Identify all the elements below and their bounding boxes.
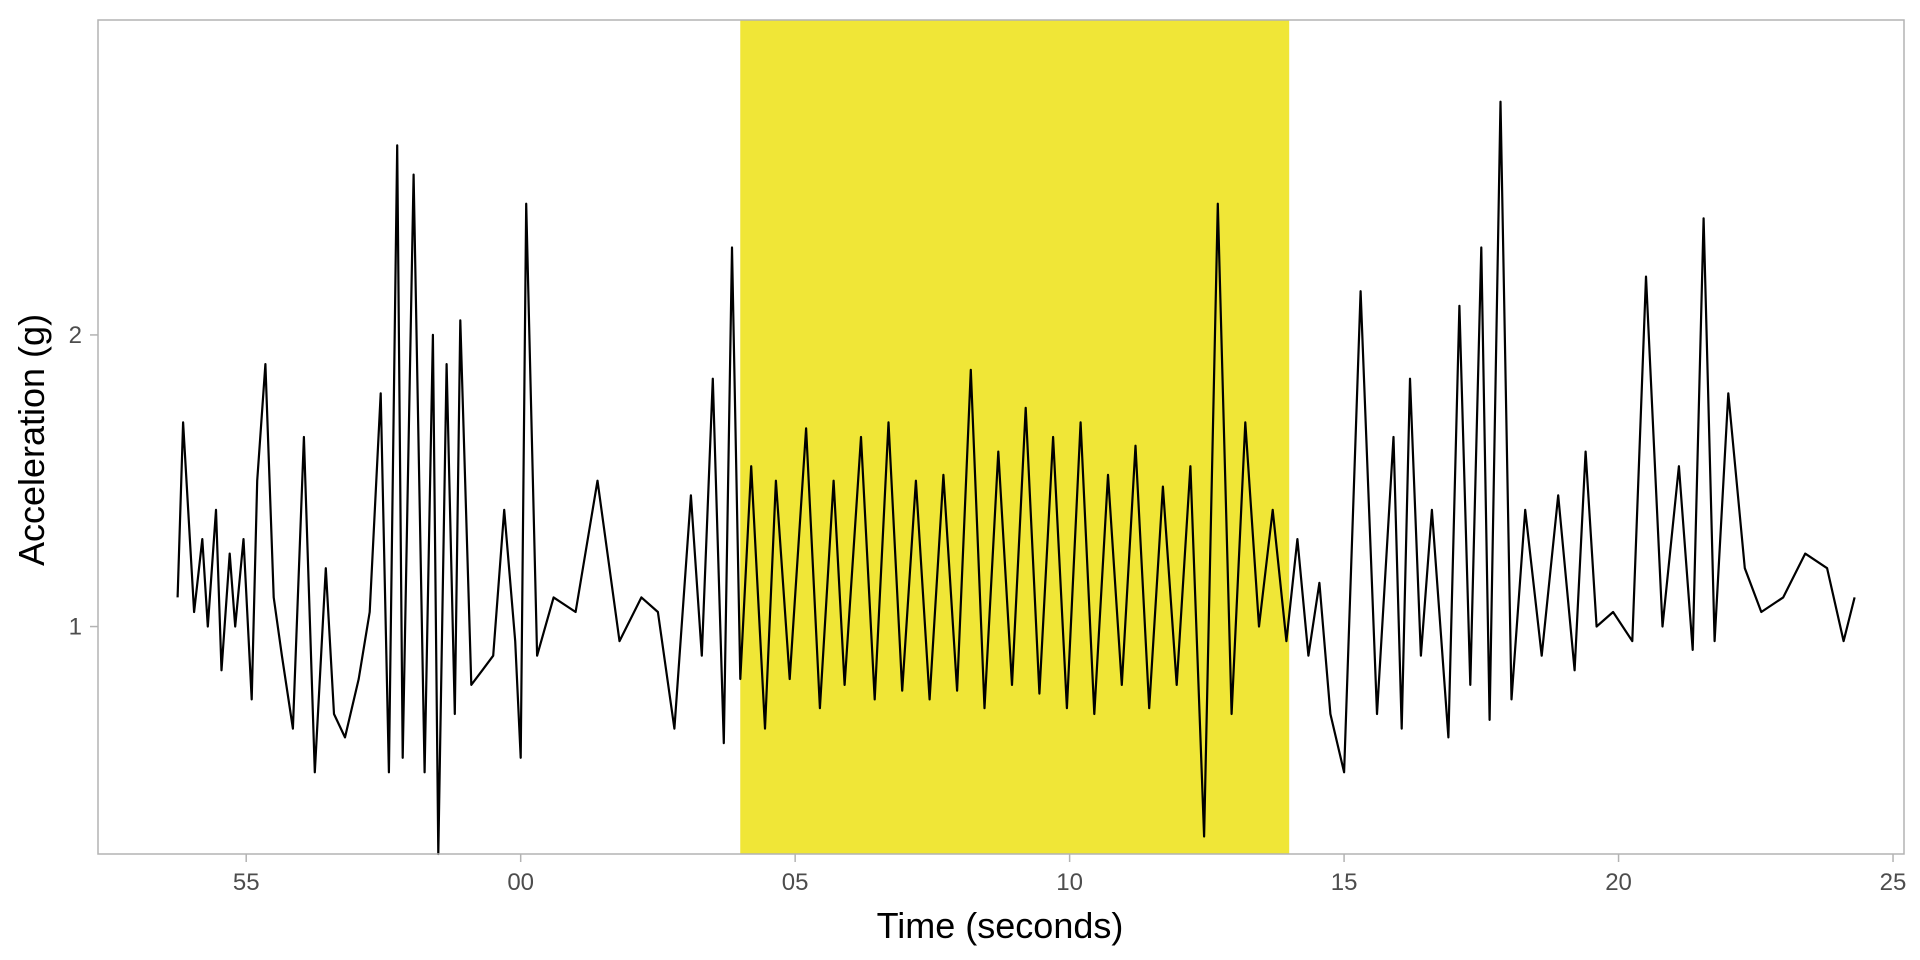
x-tick-label: 25 <box>1880 869 1907 896</box>
highlight-region <box>740 20 1290 854</box>
y-axis-title: Acceleration (g) <box>11 314 52 566</box>
x-tick-label: 15 <box>1331 869 1358 896</box>
y-tick-label: 1 <box>69 614 82 641</box>
x-axis-title: Time (seconds) <box>877 905 1124 946</box>
x-tick-label: 05 <box>782 869 809 896</box>
y-tick-label: 2 <box>69 322 82 349</box>
x-tick-label: 55 <box>233 869 260 896</box>
x-tick-label: 10 <box>1056 869 1083 896</box>
series-line-0 <box>176 100 1856 856</box>
x-tick-label: 00 <box>507 869 534 896</box>
x-tick-label: 20 <box>1605 869 1632 896</box>
panel-border <box>97 19 1905 855</box>
